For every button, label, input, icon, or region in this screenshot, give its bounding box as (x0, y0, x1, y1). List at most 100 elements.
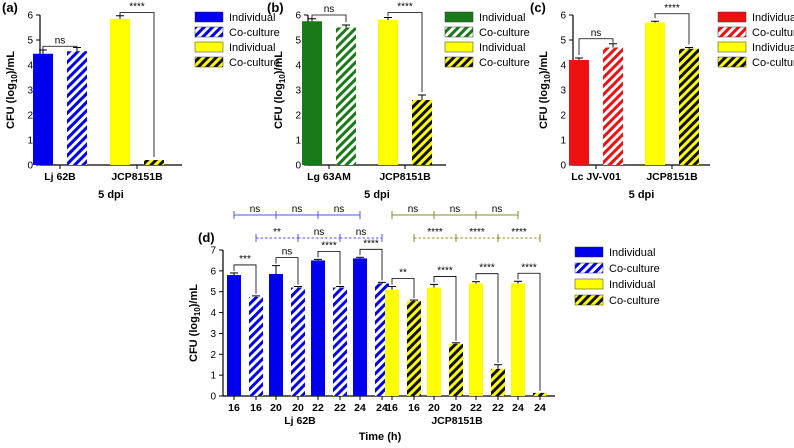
y-label-part: CFU (log (5, 83, 17, 129)
legend-swatch (717, 26, 747, 38)
significance-label: **** (363, 238, 379, 249)
x-axis-label: 5 dpi (364, 189, 390, 201)
chart-panel-b: (b) 0 1 2 3 4 5 6 Lg 63AM JCP8151B 5 dpi CFU (log10… (267, 0, 530, 201)
legend-label: Co-culture (229, 57, 280, 69)
legend-swatch (444, 41, 474, 53)
y-tick-label: 1 (27, 136, 33, 147)
y-tick-label: 7 (210, 246, 216, 257)
significance-bracket (433, 276, 457, 341)
legend-label: Co-culture (752, 27, 794, 39)
bar (645, 22, 665, 165)
chart-panel-c: (c) 0 1 2 3 4 5 6 Lc JV-V01 JCP8151B 5 dpi CFU (log… (530, 0, 794, 201)
y-label-part: CFU (log (273, 83, 285, 129)
y-tick-label: 0 (295, 161, 301, 172)
bar (679, 48, 699, 165)
y-label-part: )/mL (273, 51, 285, 75)
legend-label: Co-culture (752, 57, 794, 69)
comparison-label: ns (356, 227, 367, 238)
bar (333, 287, 347, 396)
y-tick-label: 4 (210, 308, 216, 319)
panel-letter: (b) (267, 0, 284, 15)
significance-bracket (654, 13, 690, 45)
significance-label: ns (591, 28, 602, 39)
significance-label: **** (664, 3, 680, 14)
y-tick-label: 1 (210, 371, 216, 382)
x-category-label: Lc JV-V01 (571, 171, 621, 183)
significance-bracket (387, 12, 423, 92)
comparison-label: ns (334, 204, 345, 215)
bar (110, 18, 130, 165)
bar (469, 283, 483, 396)
x-tick-label: 22 (334, 402, 346, 414)
x-axis-label: 5 dpi (629, 189, 655, 201)
x-tick-label: 16 (386, 402, 398, 414)
legend-swatch (574, 262, 604, 274)
x-tick-label: 16 (228, 402, 240, 414)
bar (427, 287, 441, 396)
legend-label: Individual (609, 247, 655, 259)
bar (269, 273, 283, 396)
significance-bracket (359, 248, 383, 281)
y-label-subscript: 10 (278, 74, 287, 83)
legend-label: Individual (229, 42, 275, 54)
legend-swatch (717, 56, 747, 68)
x-group-label: JCP8151B (431, 415, 483, 427)
y-tick-label: 6 (27, 11, 33, 22)
comparison-label: ns (314, 227, 325, 238)
bar (302, 21, 322, 165)
y-label-part: CFU (log (538, 83, 550, 129)
x-tick-label: 24 (534, 402, 546, 414)
comparison-label: **** (427, 227, 443, 238)
bar (385, 289, 399, 396)
y-label-subscript: 10 (10, 74, 19, 83)
legend-swatch (194, 56, 224, 68)
x-tick-label: 24 (376, 402, 388, 414)
significance-bracket (311, 14, 347, 22)
y-axis-label: CFU (log10)/mL (538, 51, 552, 129)
x-tick-label: 20 (270, 402, 282, 414)
panel-letter: (d) (198, 230, 215, 245)
significance-label: *** (239, 254, 251, 265)
bar (407, 301, 421, 396)
legend-swatch (194, 26, 224, 38)
x-tick-label: 20 (450, 402, 462, 414)
bar (336, 27, 356, 165)
legend-label: Co-culture (609, 295, 660, 307)
y-tick-label: 0 (560, 161, 566, 172)
significance-bracket (391, 278, 415, 299)
legend-swatch (717, 11, 747, 23)
bar (33, 53, 53, 165)
significance-label: ns (55, 35, 66, 46)
y-label-part: )/mL (5, 51, 17, 75)
panel-letter: (a) (2, 0, 18, 15)
comparison-label: **** (511, 227, 527, 238)
significance-bracket (317, 250, 341, 285)
y-tick-label: 4 (27, 61, 33, 72)
x-tick-label: 20 (292, 402, 304, 414)
bar (311, 260, 325, 396)
y-tick-label: 0 (27, 161, 33, 172)
legend-label: Co-culture (609, 263, 660, 275)
legend-label: Co-culture (479, 57, 530, 69)
y-axis-label: CFU (log10)/mL (188, 284, 202, 362)
y-label-subscript: 10 (543, 74, 552, 83)
y-tick-label: 5 (560, 36, 566, 47)
comparison-label: **** (469, 227, 485, 238)
legend-label: Individual (752, 42, 794, 54)
legend-swatch (717, 41, 747, 53)
x-axis-label: Time (h) (359, 431, 402, 443)
bar (449, 343, 463, 396)
legend-label: Co-culture (479, 27, 530, 39)
bar (569, 60, 589, 165)
legend-swatch (444, 56, 474, 68)
significance-bracket (275, 257, 299, 285)
y-tick-label: 3 (560, 86, 566, 97)
legend-label: Individual (479, 42, 525, 54)
legend-swatch (444, 26, 474, 38)
comparison-label: ** (273, 227, 281, 238)
legend-label: Individual (479, 12, 525, 24)
y-tick-label: 2 (560, 111, 566, 122)
significance-bracket (119, 12, 155, 157)
significance-label: **** (521, 262, 537, 273)
